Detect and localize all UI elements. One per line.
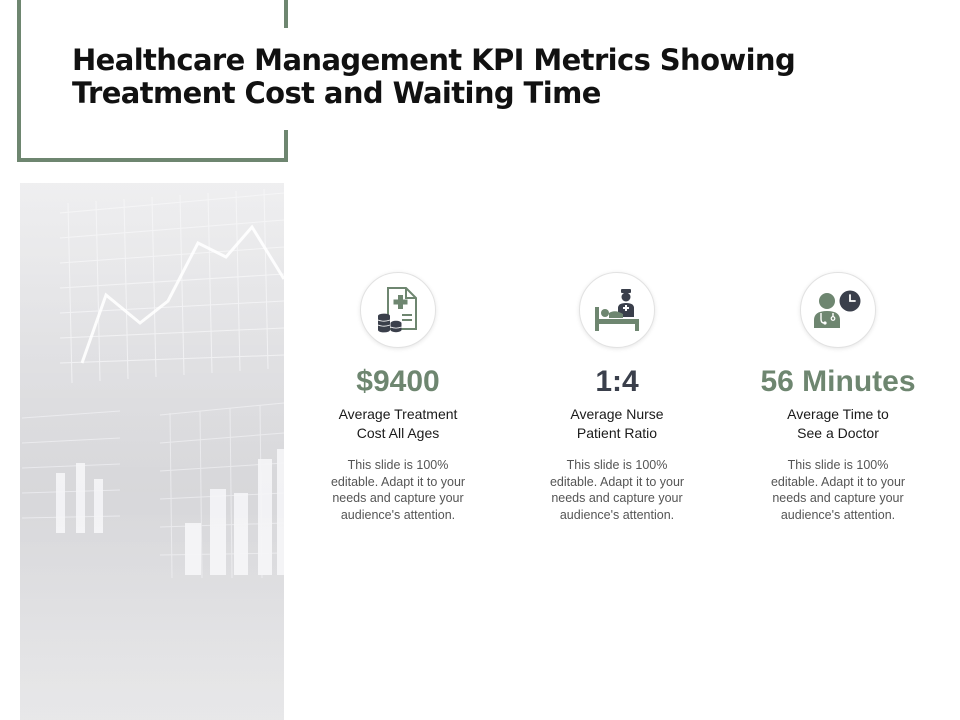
kpi-value: $9400 <box>356 365 440 398</box>
kpi-value: 56 Minutes <box>760 365 916 398</box>
kpi-label-line-2: Cost All Ages <box>356 425 440 441</box>
kpi-label: Average Nurse Patient Ratio <box>512 405 722 443</box>
kpi-description: This slide is 100% editable. Adapt it to… <box>549 458 685 522</box>
title-frame-gap <box>280 28 292 130</box>
kpi-label: Average Treatment Cost All Ages <box>293 405 503 443</box>
kpi-description: This slide is 100% editable. Adapt it to… <box>330 458 466 522</box>
page-title: Healthcare Management KPI Metrics Showin… <box>72 44 832 110</box>
kpi-card-nurse-ratio: 1:4 Average Nurse Patient Ratio This sli… <box>512 272 722 523</box>
decorative-chart-photo <box>20 183 284 720</box>
kpi-icon-circle <box>360 272 436 348</box>
doctor-clock-icon <box>814 290 861 328</box>
kpi-label-line-1: Average Treatment <box>338 406 458 422</box>
kpi-icon-circle <box>579 272 655 348</box>
page-title-line-1: Healthcare Management KPI Metrics Showin… <box>72 43 796 77</box>
kpi-label: Average Time to See a Doctor <box>733 405 943 443</box>
kpi-card-waiting-time: 56 Minutes Average Time to See a Doctor … <box>733 272 943 523</box>
kpi-label-line-2: Patient Ratio <box>576 425 658 441</box>
nurse-patient-bed-icon <box>595 289 639 331</box>
kpi-description: This slide is 100% editable. Adapt it to… <box>770 458 906 522</box>
kpi-card-treatment-cost: $9400 Average Treatment Cost All Ages Th… <box>293 272 503 523</box>
page-title-line-2: Treatment Cost and Waiting Time <box>72 76 601 110</box>
kpi-label-line-1: Average Nurse <box>570 406 664 422</box>
kpi-icon-circle <box>800 272 876 348</box>
kpi-value: 1:4 <box>595 365 639 398</box>
medical-cost-document-icon <box>377 287 417 333</box>
kpi-label-line-2: See a Doctor <box>797 425 879 441</box>
chart-photo-graphic <box>20 183 284 720</box>
kpi-label-line-1: Average Time to <box>787 406 889 422</box>
